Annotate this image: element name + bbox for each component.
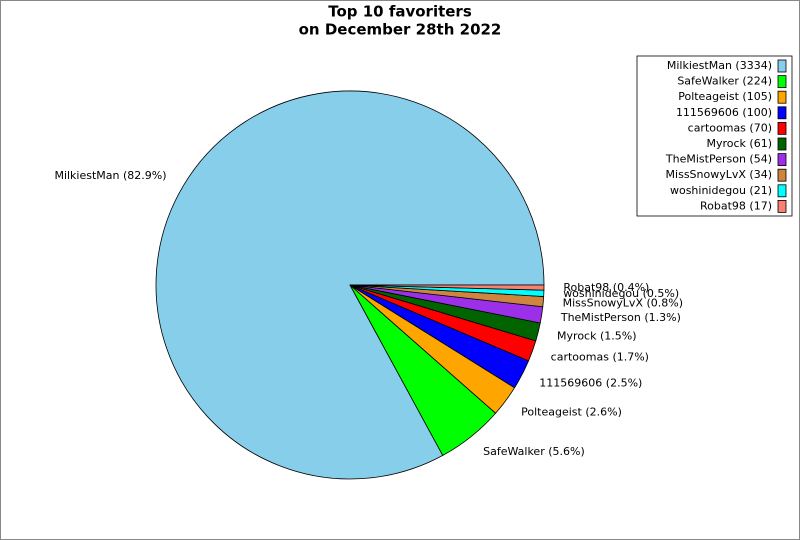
legend-label: TheMistPerson (54) [665, 153, 772, 166]
legend-label: Polteageist (105) [678, 90, 772, 103]
legend-swatch [777, 137, 787, 151]
legend-swatch [777, 184, 787, 198]
legend-swatch [777, 153, 787, 167]
legend-label: Myrock (61) [706, 137, 772, 150]
legend-label: MissSnowyLvX (34) [666, 168, 772, 181]
legend-label: SafeWalker (224) [677, 75, 772, 88]
slice-label: Robat98 (0.4%) [563, 281, 649, 294]
legend-label: 111569606 (100) [676, 106, 772, 119]
slice-label: Myrock (1.5%) [557, 330, 636, 343]
slice-label: cartoomas (1.7%) [551, 351, 649, 364]
pie-slice [349, 284, 545, 291]
legend-swatch [777, 168, 787, 182]
legend-swatch [777, 199, 787, 213]
slice-label: 111569606 (2.5%) [539, 377, 642, 390]
legend-swatch [777, 75, 787, 88]
slice-label: MissSnowyLvX (0.8%) [563, 296, 683, 309]
legend-label: woshinidegou (21) [670, 184, 772, 197]
legend-label: MilkiestMan (3334) [667, 59, 772, 72]
chart-title: on December 28th 2022 [299, 21, 502, 39]
slice-label: Polteageist (2.6%) [521, 405, 622, 418]
slice-label: woshinidegou (0.5%) [563, 287, 679, 300]
legend-swatch [777, 90, 787, 104]
slice-label: TheMistPerson (1.3%) [560, 311, 681, 324]
chart-title: Top 10 favoriters [328, 3, 472, 21]
legend-label: cartoomas (70) [688, 121, 772, 134]
legend-box [636, 55, 793, 217]
legend-swatch [777, 106, 787, 120]
slice-label: MilkiestMan (82.9%) [54, 169, 166, 182]
slice-label: SafeWalker (5.6%) [483, 445, 585, 458]
legend-swatch [777, 122, 787, 135]
legend-label: Robat98 (17) [700, 199, 772, 212]
legend-swatch [777, 59, 787, 73]
